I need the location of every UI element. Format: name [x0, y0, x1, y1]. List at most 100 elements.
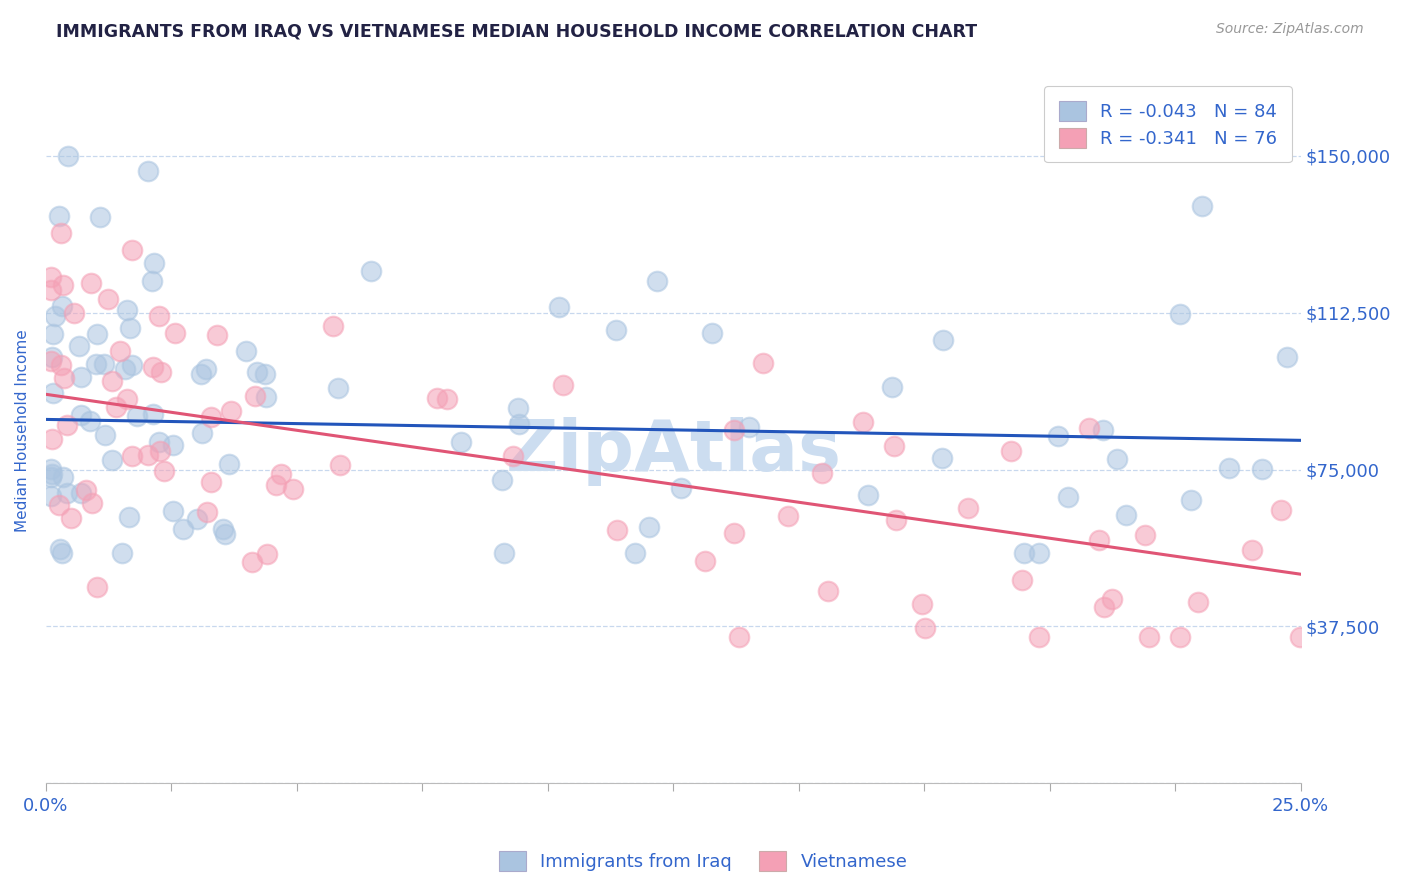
Point [1101, 591, 1123, 606]
Point [932, 333, 955, 347]
Point [148, 435, 170, 450]
Point [200, 475, 222, 489]
Point [190, 367, 212, 381]
Point [51, 546, 73, 560]
Point [254, 390, 277, 404]
Point [436, 392, 458, 406]
Point [58, 148, 80, 162]
Point [56, 486, 79, 500]
Point [450, 435, 472, 450]
Point [883, 439, 905, 453]
Point [67, 338, 90, 352]
Point [811, 466, 834, 480]
Point [911, 597, 934, 611]
Text: Source: ZipAtlas.com: Source: ZipAtlas.com [1216, 22, 1364, 37]
Point [41, 432, 63, 446]
Point [1240, 542, 1263, 557]
Point [152, 464, 174, 478]
Point [51, 299, 73, 313]
Point [1289, 630, 1312, 644]
Point [59, 511, 82, 525]
Point [817, 583, 839, 598]
Point [62, 305, 84, 319]
Point [702, 326, 724, 341]
Point [75, 483, 97, 497]
Point [120, 321, 142, 335]
Point [1047, 429, 1070, 443]
Point [491, 473, 513, 487]
Point [191, 426, 214, 441]
Point [1137, 630, 1160, 644]
Point [195, 361, 218, 376]
Point [1115, 508, 1137, 522]
Point [121, 358, 143, 372]
Point [218, 457, 240, 471]
Point [111, 546, 134, 560]
Point [1135, 528, 1157, 542]
Point [49, 542, 72, 557]
Point [212, 522, 235, 536]
Point [502, 449, 524, 463]
Point [42, 326, 65, 341]
Point [136, 448, 159, 462]
Point [80, 276, 103, 290]
Point [200, 410, 222, 425]
Point [101, 452, 124, 467]
Point [142, 407, 165, 421]
Point [728, 630, 751, 644]
Point [1012, 546, 1035, 560]
Point [738, 420, 761, 434]
Point [70, 408, 93, 422]
Point [172, 522, 194, 536]
Point [162, 438, 184, 452]
Point [115, 392, 138, 406]
Point [121, 243, 143, 257]
Point [638, 520, 661, 534]
Point [270, 467, 292, 481]
Point [328, 381, 350, 395]
Point [245, 389, 267, 403]
Point [1028, 546, 1050, 560]
Point [1168, 307, 1191, 321]
Point [86, 327, 108, 342]
Point [186, 512, 208, 526]
Point [776, 509, 799, 524]
Point [914, 622, 936, 636]
Point [329, 458, 352, 472]
Point [1092, 600, 1115, 615]
Point [360, 264, 382, 278]
Point [645, 274, 668, 288]
Point [322, 318, 344, 333]
Point [100, 375, 122, 389]
Point [886, 513, 908, 527]
Point [41, 350, 63, 364]
Point [97, 293, 120, 307]
Point [956, 500, 979, 515]
Point [852, 415, 875, 429]
Point [281, 482, 304, 496]
Point [52, 469, 75, 483]
Point [105, 400, 128, 414]
Point [89, 211, 111, 225]
Point [606, 523, 628, 537]
Point [1057, 491, 1080, 505]
Point [254, 367, 277, 381]
Point [1180, 493, 1202, 508]
Point [551, 377, 574, 392]
Point [205, 328, 228, 343]
Point [219, 403, 242, 417]
Point [48, 209, 70, 223]
Point [506, 401, 529, 415]
Point [723, 424, 745, 438]
Point [84, 357, 107, 371]
Point [39, 283, 62, 297]
Point [48, 498, 70, 512]
Point [547, 300, 569, 314]
Point [426, 392, 449, 406]
Point [52, 277, 75, 292]
Point [108, 343, 131, 358]
Point [931, 451, 953, 466]
Point [214, 526, 236, 541]
Y-axis label: Median Household Income: Median Household Income [15, 329, 30, 532]
Point [1011, 573, 1033, 587]
